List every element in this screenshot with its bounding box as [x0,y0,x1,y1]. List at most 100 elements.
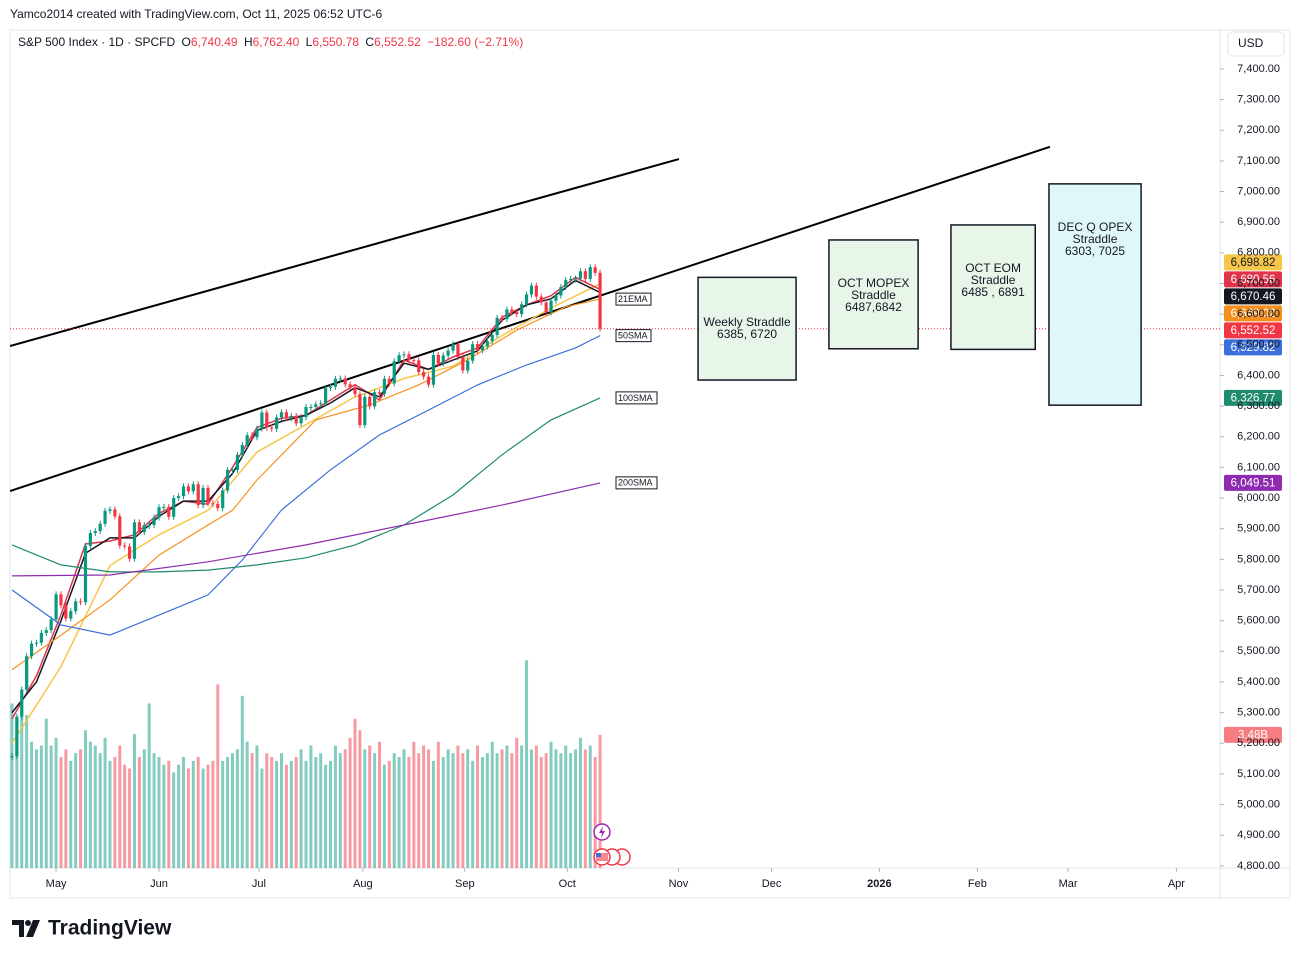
volume-bar [578,737,582,868]
price-tag-label: 6,049.51 [1231,477,1276,489]
volume-bar [299,749,303,868]
volume-bar [549,741,553,868]
open: 6,740.49 [190,35,238,49]
volume-bar [152,753,156,868]
volume-bar [583,749,587,868]
volume-bar [142,749,146,868]
volume-bar [422,745,426,868]
volume-bar [265,753,269,868]
volume-bar [280,753,284,868]
volume-bar [476,745,480,868]
volume-bar [412,741,416,868]
straddle-label: DEC Q OPEX [1058,220,1133,234]
volume-bar [79,749,83,868]
volume-bar [554,749,558,868]
price-tag-label: 3.48B [1238,729,1268,741]
price-tag [1224,389,1282,406]
y-tick-label: 5,900.00 [1237,523,1280,535]
volume-bar [191,760,195,868]
y-tick-label: 5,500.00 [1237,645,1280,657]
price-tag-label: 6,326.77 [1231,392,1276,404]
change: −182.60 (−2.71%) [427,35,524,49]
volume-bar [250,753,254,868]
volume-bar [510,753,514,868]
price-tag [1224,322,1282,339]
open-label: O [181,35,191,49]
y-tick-label: 7,400.00 [1237,63,1280,75]
moving-average [11,298,601,671]
y-tick-label: 6,500.00 [1237,339,1280,351]
price-tag-label: 6,552.52 [1231,325,1276,337]
volume-bar [397,757,401,868]
volume-bar [10,703,14,868]
volume-bar [123,764,127,868]
volume-bar [211,760,215,868]
volume-bar [588,745,592,868]
volume-bar [20,707,24,868]
volume-bar [59,757,63,868]
volume-bar [245,741,249,868]
volume-bar [329,760,333,868]
volume-bar [260,768,264,868]
volume-bar [529,749,533,868]
x-tick-label: Apr [1168,878,1185,890]
volume-bar [132,734,136,868]
y-tick-label: 5,000.00 [1237,798,1280,810]
volume-bar [348,737,352,868]
y-tick-label: 6,800.00 [1237,247,1280,259]
high-label: H [243,35,253,49]
volume-bar [407,757,411,868]
straddle-box [1048,183,1142,406]
volume-bar [471,760,475,868]
volume-bar [270,757,274,868]
volume-bar [113,757,117,868]
frame [9,29,1291,899]
currency: USD [1238,36,1264,50]
volume-bar [118,745,122,868]
moving-average [11,482,601,577]
price-tag-label: 6,670.46 [1231,291,1276,303]
volume-bar [417,753,421,868]
x-tick-label: Mar [1059,878,1078,890]
volume-bar [167,760,171,868]
volume-bar [64,749,68,868]
volume-bar [294,757,298,868]
y-tick-label: 6,900.00 [1237,216,1280,228]
logo [12,920,40,937]
volume-bar [88,741,92,868]
volume-bar [446,749,450,868]
volume-bar [128,768,132,868]
volume-bar [534,745,538,868]
volume-bar [456,745,460,868]
currency-button[interactable] [1227,31,1285,57]
ma-label-box [615,476,658,490]
ma-label: 21EMA [618,294,648,304]
volume-bar [30,741,34,868]
volume-bar [495,753,499,868]
y-tick-label: 6,000.00 [1237,492,1280,504]
close: 6,552.52 [374,35,421,49]
volume-bar [436,741,440,868]
volume-bar [147,703,151,868]
price-tag [1224,254,1282,271]
y-tick-label: 6,300.00 [1237,400,1280,412]
volume-bar [235,749,239,868]
volume-bar [461,753,465,868]
x-tick-label: Jul [252,878,266,890]
volume-bar [338,753,342,868]
volume-bar [353,718,357,868]
straddle-box [950,224,1036,351]
volume-bar [230,753,234,868]
attribution: Yamco2014 created with TradingView.com, … [10,7,383,21]
volume-bar [441,757,445,868]
ma-label: 100SMA [618,393,653,403]
volume-bar [402,749,406,868]
volume-bar [186,768,190,868]
volume-bar [74,753,78,868]
ma-label-box [615,292,652,306]
volume-bar [304,760,308,868]
price-tag [1224,726,1282,743]
price-tag [1224,474,1282,491]
volume-bar [93,745,97,868]
